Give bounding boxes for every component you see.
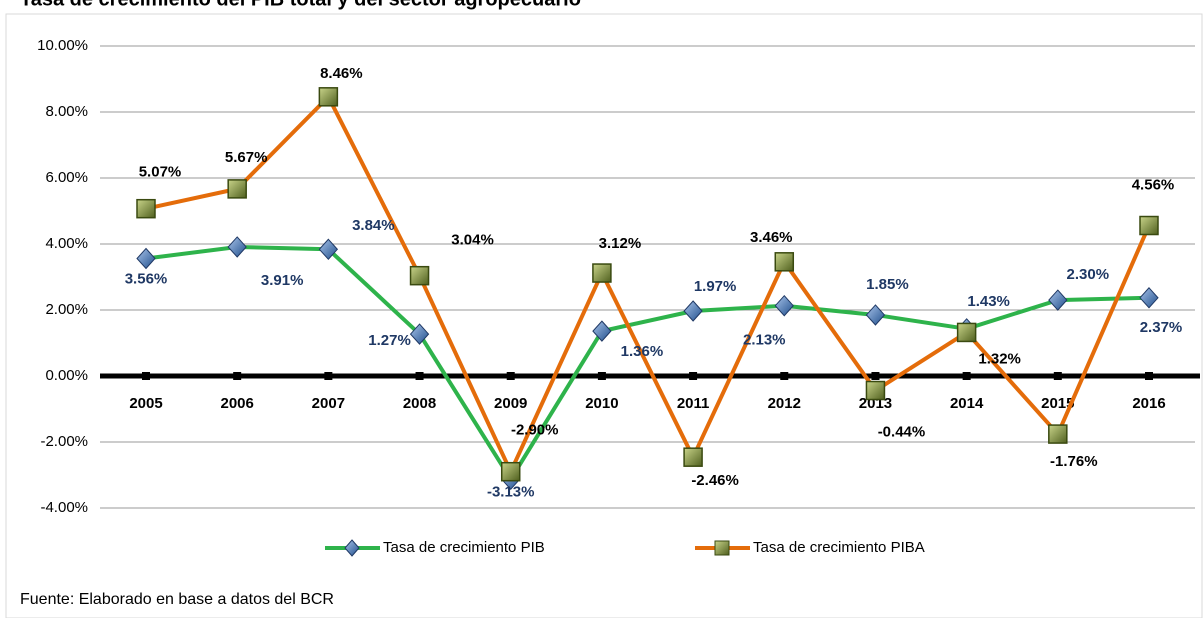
marker (1048, 424, 1068, 444)
data-label: 1.43% (967, 293, 1010, 310)
y-tick-label: 10.00% (37, 37, 88, 54)
marker (1048, 289, 1068, 311)
axis-tick (962, 372, 971, 380)
axis-tick (689, 372, 698, 380)
x-tick-label: 2009 (494, 395, 527, 412)
axis-tick (1145, 372, 1153, 380)
data-label: 2.30% (1067, 266, 1110, 283)
x-tick-label: 2011 (677, 395, 710, 412)
marker (500, 461, 521, 482)
marker (136, 198, 156, 219)
x-tick-label: 2012 (768, 395, 801, 412)
data-label: 2.37% (1140, 319, 1183, 336)
marker (1139, 215, 1159, 236)
series-line (145, 244, 1150, 482)
axis-tick (506, 372, 515, 380)
marker (865, 380, 886, 401)
marker (227, 236, 247, 258)
axis-tick (597, 372, 606, 380)
marker (774, 294, 794, 317)
data-label: 1.85% (866, 276, 909, 293)
source-note: Fuente: Elaborado en base a datos del BC… (20, 591, 334, 608)
data-label: -2.90% (511, 422, 559, 439)
data-label: 8.46% (320, 65, 363, 82)
marker (409, 323, 430, 345)
legend-label: Tasa de crecimiento PIB (383, 539, 545, 556)
data-label: 5.67% (225, 149, 268, 166)
axis-tick (415, 372, 424, 380)
marker (136, 247, 156, 270)
data-label: 3.46% (750, 229, 793, 246)
legend-label: Tasa de crecimiento PIBA (753, 539, 925, 556)
marker (774, 252, 795, 272)
x-tick-label: 2010 (585, 395, 618, 412)
marker (409, 265, 430, 286)
x-tick-label: 2014 (950, 395, 984, 412)
data-label: 3.12% (599, 235, 642, 252)
chart-title: Tasa de crecimiento del PIB total y del … (20, 0, 581, 10)
axis-tick (142, 372, 150, 380)
data-label: 2.13% (743, 332, 786, 349)
data-label: 3.56% (125, 270, 168, 287)
data-label: 5.07% (139, 164, 182, 181)
marker (865, 304, 886, 326)
axis-tick (871, 372, 880, 380)
marker (1139, 287, 1159, 309)
x-tick-label: 2007 (312, 395, 345, 412)
axis-tick (1053, 372, 1062, 380)
data-label: 3.91% (261, 272, 304, 289)
marker (227, 179, 247, 199)
data-label: 3.84% (352, 217, 395, 234)
data-label: -2.46% (691, 472, 739, 489)
data-label: 1.36% (621, 343, 664, 360)
marker (318, 238, 339, 261)
axis-tick (324, 372, 333, 380)
x-tick-label: 2015 (1041, 395, 1074, 412)
y-tick-label: 4.00% (45, 235, 88, 252)
legend-marker (344, 539, 360, 557)
data-label: -0.44% (878, 423, 926, 440)
y-tick-label: -2.00% (40, 433, 88, 450)
x-tick-label: 2016 (1132, 395, 1165, 412)
y-tick-label: -4.00% (40, 499, 88, 516)
marker (683, 300, 703, 322)
x-tick-label: 2008 (403, 395, 436, 412)
data-label: -1.76% (1050, 453, 1098, 470)
data-label: 1.97% (694, 278, 737, 295)
marker (683, 447, 703, 467)
y-tick-label: 8.00% (45, 103, 88, 120)
marker (956, 322, 977, 343)
y-tick-label: 2.00% (45, 301, 88, 318)
frame (5, 13, 1203, 618)
axis-tick (233, 372, 242, 380)
data-label: 1.27% (368, 332, 411, 349)
marker (592, 263, 612, 283)
marker (592, 320, 612, 342)
x-tick-label: 2005 (129, 395, 162, 412)
data-label: 4.56% (1132, 176, 1175, 193)
legend-marker (714, 540, 730, 556)
y-tick-label: 6.00% (45, 169, 88, 186)
data-label: -3.13% (487, 483, 535, 500)
data-label: 3.04% (451, 232, 494, 249)
data-label: 1.32% (978, 350, 1021, 367)
axis-tick (780, 372, 789, 380)
x-tick-label: 2006 (220, 395, 253, 412)
y-tick-label: 0.00% (45, 367, 88, 384)
series-line (145, 94, 1151, 474)
marker (318, 87, 339, 107)
